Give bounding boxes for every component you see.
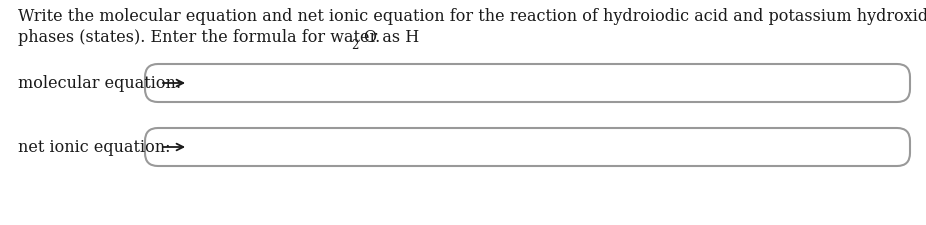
Text: O.: O.: [363, 29, 380, 46]
Text: net ionic equation:: net ionic equation:: [18, 139, 170, 156]
Text: molecular equation:: molecular equation:: [18, 75, 181, 92]
Text: 2: 2: [351, 39, 358, 52]
FancyBboxPatch shape: [145, 128, 910, 166]
Text: phases (states). Enter the formula for water as H: phases (states). Enter the formula for w…: [18, 29, 419, 46]
FancyBboxPatch shape: [145, 65, 910, 103]
Text: Write the molecular equation and net ionic equation for the reaction of hydroiod: Write the molecular equation and net ion…: [18, 8, 926, 25]
